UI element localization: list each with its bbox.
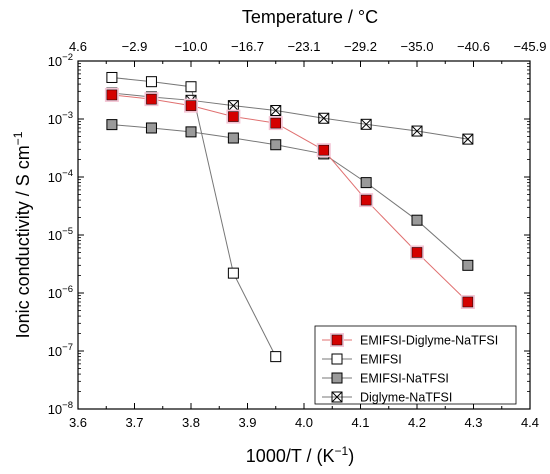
legend-label: EMIFSI-Diglyme-NaTFSI — [360, 334, 498, 348]
data-point-s1 — [270, 351, 282, 363]
data-point-s2 — [462, 259, 474, 271]
data-point-s3 — [360, 118, 372, 130]
x2-tick-label: −29.2 — [344, 39, 377, 54]
y-tick-label: 10−7 — [48, 342, 73, 359]
x-tick-label: 4.2 — [408, 415, 426, 430]
data-point-s3-box — [318, 112, 330, 124]
data-point-s0 — [462, 296, 474, 308]
data-point-s3-box — [462, 133, 474, 145]
y-tick-label: 10−5 — [48, 226, 73, 243]
data-point-s2 — [185, 126, 197, 138]
data-point-s2 — [360, 177, 372, 189]
x-tick-label: 4.1 — [351, 415, 369, 430]
x-tick-label: 3.6 — [69, 415, 87, 430]
data-point-s0 — [228, 111, 239, 122]
data-point-s0 — [360, 194, 372, 206]
data-point-s0 — [185, 100, 197, 111]
data-point-s3-diag — [462, 133, 474, 145]
x2-tick-label: −16.7 — [231, 39, 264, 54]
y-axis-title: Ionic conductivity / S cm−1 — [11, 131, 33, 338]
x2-axis-tick-labels: 4.6 −2.9 −10.0 −16.7 −23.1 −29.2 −35.0 −40.6 −45… — [69, 39, 546, 54]
data-point-s0 — [411, 247, 423, 258]
x-axis-tick-labels: 3.6 3.7 3.8 3.9 4.0 4.1 4.2 4.3 4.4 — [69, 415, 539, 430]
data-point-s3 — [462, 133, 474, 145]
data-point-s2 — [106, 119, 118, 131]
legend-marker — [331, 391, 343, 403]
legend: EMIFSI-Diglyme-NaTFSI EMIFSI EMIFSI-NaTFSI… — [314, 325, 517, 405]
x2-tick-label: −35.0 — [401, 39, 434, 54]
data-point-s2 — [411, 214, 423, 226]
axis-ticks — [77, 60, 531, 410]
data-point-s3-box — [411, 125, 423, 137]
legend-frame — [314, 325, 517, 405]
legend-marker — [331, 372, 343, 384]
x2-tick-label: 4.6 — [69, 39, 87, 54]
x-tick-label: 3.7 — [125, 415, 143, 430]
data-point-s3-box — [270, 105, 282, 117]
data-point-s3 — [411, 125, 423, 137]
data-point-s2 — [270, 139, 282, 151]
legend-label: EMIFSI — [360, 353, 402, 367]
legend-marker-box — [331, 391, 343, 403]
x2-tick-label: −2.9 — [122, 39, 148, 54]
data-point-s0 — [146, 93, 157, 105]
data-point-s3-diag — [360, 118, 372, 130]
data-point-s1 — [145, 76, 157, 88]
y-tick-label: 10−4 — [48, 168, 73, 185]
data-point-s1 — [106, 71, 118, 83]
legend-marker — [331, 334, 343, 346]
x2-tick-label: −45.9 — [514, 39, 547, 54]
y-tick-label: 10−2 — [48, 52, 73, 69]
series-line-2 — [111, 124, 469, 266]
x-tick-label: 3.9 — [238, 415, 256, 430]
y-axis-tick-labels: 10−8 10−7 10−6 10−5 10−4 10−3 10−2 — [48, 52, 73, 417]
x2-tick-label: −40.6 — [457, 39, 490, 54]
y-tick-label: 10−8 — [48, 400, 73, 417]
data-point-s0 — [318, 144, 330, 156]
data-point-s3-box — [360, 118, 372, 130]
x-tick-label: 4.3 — [464, 415, 482, 430]
x-tick-label: 4.0 — [295, 415, 313, 430]
data-point-s3-diag — [411, 125, 423, 137]
data-point-s2 — [145, 122, 157, 134]
data-point-s3-diag — [270, 105, 282, 116]
legend-marker-diag — [331, 391, 343, 403]
y-tick-label: 10−3 — [48, 110, 73, 127]
data-point-s3 — [270, 105, 282, 117]
data-point-s2 — [227, 132, 239, 144]
legend-label: EMIFSI-NaTFSI — [360, 372, 449, 386]
legend-marker — [331, 353, 343, 365]
data-point-s1 — [185, 81, 197, 93]
x-tick-label: 4.4 — [521, 415, 539, 430]
x-tick-label: 3.8 — [182, 415, 200, 430]
data-point-s0 — [106, 89, 118, 101]
data-point-s3-diag — [318, 112, 330, 124]
series-line-3 — [111, 92, 468, 140]
legend-label: Diglyme-NaTFSI — [360, 391, 452, 405]
x2-tick-label: −23.1 — [288, 39, 321, 54]
x-axis-title: 1000/T / (K−1) — [246, 444, 354, 466]
x2-axis-title: Temperature / °C — [242, 7, 378, 27]
data-point-s3 — [318, 112, 330, 124]
data-point-s0 — [270, 117, 281, 129]
series-markers — [104, 71, 475, 363]
data-point-s3-diag — [228, 100, 239, 111]
y-tick-label: 10−6 — [48, 284, 73, 301]
x2-tick-label: −10.0 — [175, 39, 208, 54]
data-point-s1 — [227, 267, 239, 279]
